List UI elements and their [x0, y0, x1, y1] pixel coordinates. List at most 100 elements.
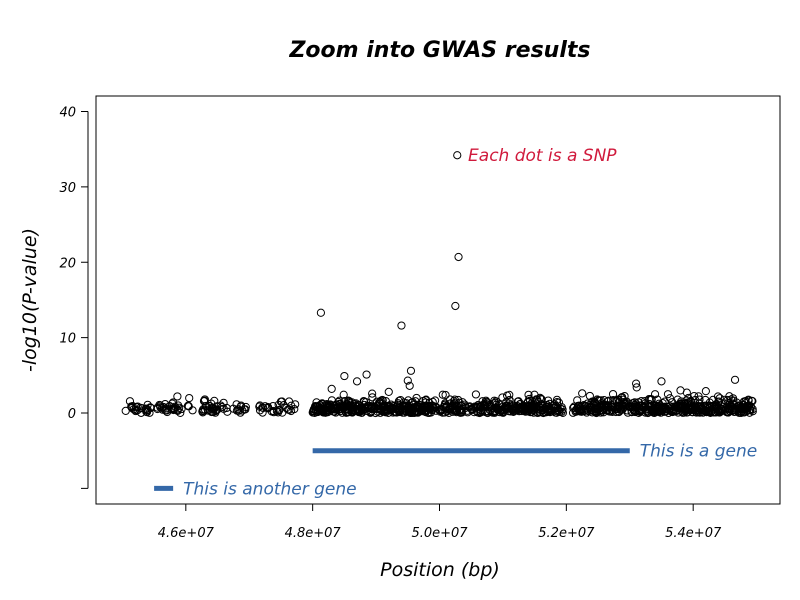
- snp-point: [658, 399, 667, 408]
- snp-point: [478, 397, 487, 406]
- snp-point: [592, 408, 601, 418]
- snp-point: [598, 400, 607, 409]
- snp-point: [576, 406, 585, 415]
- snp-point: [345, 396, 354, 406]
- snp-point: [403, 376, 412, 385]
- snp-point: [395, 407, 404, 417]
- snp-point: [384, 387, 393, 396]
- snp-point: [222, 403, 231, 413]
- snp-point: [340, 406, 350, 415]
- snp-point: [701, 387, 710, 396]
- snp-point: [578, 389, 587, 398]
- x-axis-label: Position (bp): [380, 559, 500, 581]
- gene-label: This is another gene: [183, 479, 356, 499]
- snp-point: [664, 406, 674, 415]
- snp-point: [623, 408, 633, 417]
- snp-point: [438, 390, 447, 399]
- snp-point: [496, 406, 506, 415]
- snp-point: [362, 370, 371, 379]
- snp-point: [590, 398, 599, 408]
- snp-point: [339, 390, 348, 399]
- snp-point: [706, 407, 716, 416]
- snp-point: [744, 395, 753, 404]
- snp-point: [223, 407, 232, 416]
- snp-point: [378, 395, 387, 405]
- snp-point: [405, 381, 414, 390]
- snp-point: [327, 396, 336, 405]
- snp-point: [185, 393, 194, 403]
- snp-point: [617, 393, 626, 402]
- snp-point: [598, 404, 607, 413]
- snp-point: [544, 405, 553, 414]
- snp-point: [327, 384, 336, 393]
- snp-point: [359, 405, 368, 414]
- snp-point: [338, 408, 347, 417]
- snp-point: [406, 366, 416, 375]
- snp-point: [200, 395, 209, 404]
- snp-point: [217, 403, 226, 412]
- snp-point: [365, 402, 374, 411]
- snp-point: [410, 403, 419, 412]
- snp-point: [352, 377, 362, 386]
- gene-label: This is a gene: [640, 442, 757, 462]
- snp-point: [453, 151, 462, 160]
- snp-point: [479, 401, 488, 410]
- x-tick-label: 4.8e+07: [285, 526, 342, 541]
- snp-point: [573, 396, 582, 405]
- y-tick-label: 30: [59, 181, 76, 196]
- snp-point: [161, 404, 171, 413]
- snp-point: [533, 408, 542, 417]
- snp-point: [291, 400, 300, 409]
- snp-point: [445, 404, 455, 413]
- snp-point: [444, 405, 454, 414]
- snp-point: [210, 396, 219, 405]
- y-tick-label: 10: [59, 332, 76, 347]
- snp-point: [677, 397, 686, 406]
- snp-point: [340, 402, 349, 411]
- snp-point: [585, 391, 594, 401]
- snp-point: [423, 402, 432, 411]
- snp-point: [682, 388, 691, 397]
- snp-point: [692, 404, 702, 413]
- snp-point: [523, 398, 532, 407]
- snp-point: [404, 403, 413, 412]
- snp-point: [686, 397, 696, 406]
- snp-point: [368, 393, 377, 402]
- snp-point: [577, 402, 586, 411]
- snp-point: [735, 401, 744, 410]
- snp-point: [663, 390, 673, 399]
- snp-point: [720, 395, 729, 405]
- snp-point: [332, 400, 341, 409]
- snp-point: [441, 390, 450, 400]
- snp-point: [316, 308, 326, 317]
- snp-point: [701, 395, 710, 405]
- snp-point: [454, 252, 463, 262]
- snp-point: [238, 406, 247, 415]
- snp-point: [635, 401, 644, 411]
- snp-point: [569, 403, 578, 413]
- y-axis-label: -log10(P-value): [19, 228, 41, 372]
- snp-point: [156, 403, 165, 412]
- snp-point: [169, 398, 178, 407]
- snp-point: [650, 401, 659, 410]
- snp-point: [211, 406, 220, 416]
- snp-point: [553, 404, 562, 413]
- snp-point: [410, 407, 419, 416]
- snp-point: [695, 399, 704, 408]
- snp-point: [632, 383, 641, 392]
- snp-point: [335, 400, 344, 409]
- snp-point: [145, 408, 154, 417]
- snp-point: [552, 395, 562, 404]
- gene-tracks: This is a gene This is another gene: [154, 442, 757, 499]
- snp-point: [216, 401, 225, 410]
- snp-point: [355, 407, 364, 416]
- snp-point: [716, 401, 725, 410]
- snp-point: [745, 405, 754, 414]
- snp-point: [133, 402, 142, 411]
- snp-point: [368, 389, 377, 398]
- snp-point: [255, 402, 264, 411]
- snp-point: [657, 406, 666, 415]
- snp-point: [458, 398, 467, 407]
- snp-point: [343, 401, 352, 410]
